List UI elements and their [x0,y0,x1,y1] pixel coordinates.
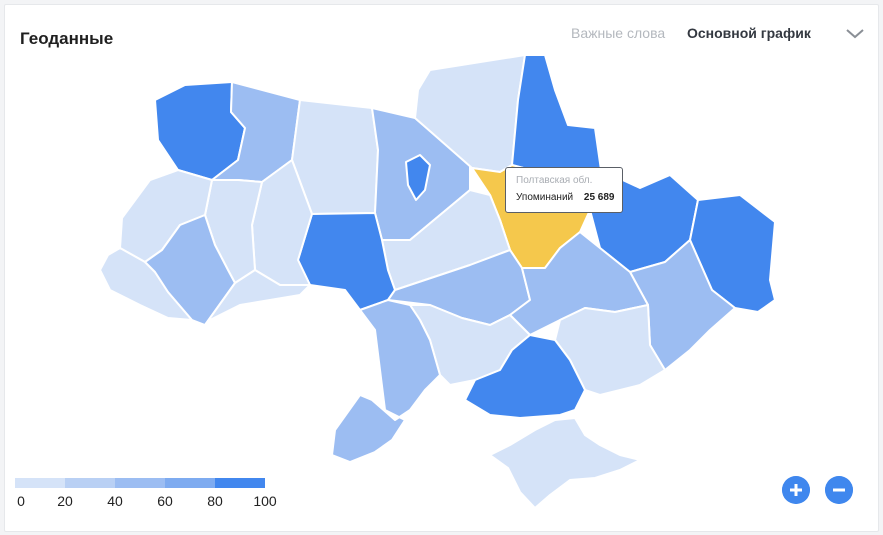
legend-segment [115,478,165,488]
zoom-out-button[interactable] [825,476,853,504]
chevron-down-icon[interactable] [843,22,867,46]
legend-tick: 20 [57,493,73,509]
legend-segment [165,478,215,488]
legend-segment [15,478,65,488]
tab-main-chart[interactable]: Основной график [687,25,811,41]
legend-tick: 60 [157,493,173,509]
region-kyiv-city[interactable]: Киев [405,154,431,201]
region-chernivtsi[interactable]: Черновицкая обл. [204,269,311,326]
color-legend: 0 20 40 60 80 100 [15,478,277,511]
legend-tick: 80 [207,493,223,509]
region-ivano-frankivsk[interactable]: Ивано-Франковская обл. [144,214,236,326]
region-crimea[interactable]: АР Крым [489,417,641,509]
legend-ticks: 0 20 40 60 80 100 [15,493,277,511]
region-odesa[interactable]: Одесская обл. [331,299,441,463]
legend-segment [215,478,265,488]
tab-important-words[interactable]: Важные слова [571,25,666,41]
legend-segment [65,478,115,488]
tooltip-region-name: Полтавская обл. [516,175,593,186]
minus-icon [833,488,845,492]
card-title: Геоданные [20,29,114,48]
zoom-in-button[interactable] [782,476,810,504]
tooltip-metric-value: 25 689 [583,192,615,203]
tooltip-metric-label: Упоминаний [516,192,574,203]
legend-color-bar [15,478,275,488]
legend-tick: 100 [253,493,277,509]
legend-tick: 40 [107,493,123,509]
region-tooltip: Полтавская обл. Упоминаний 25 689 [505,167,623,213]
plus-icon [790,484,802,496]
legend-tick: 0 [17,493,25,509]
region-kherson[interactable]: Херсонская обл. [464,334,586,419]
